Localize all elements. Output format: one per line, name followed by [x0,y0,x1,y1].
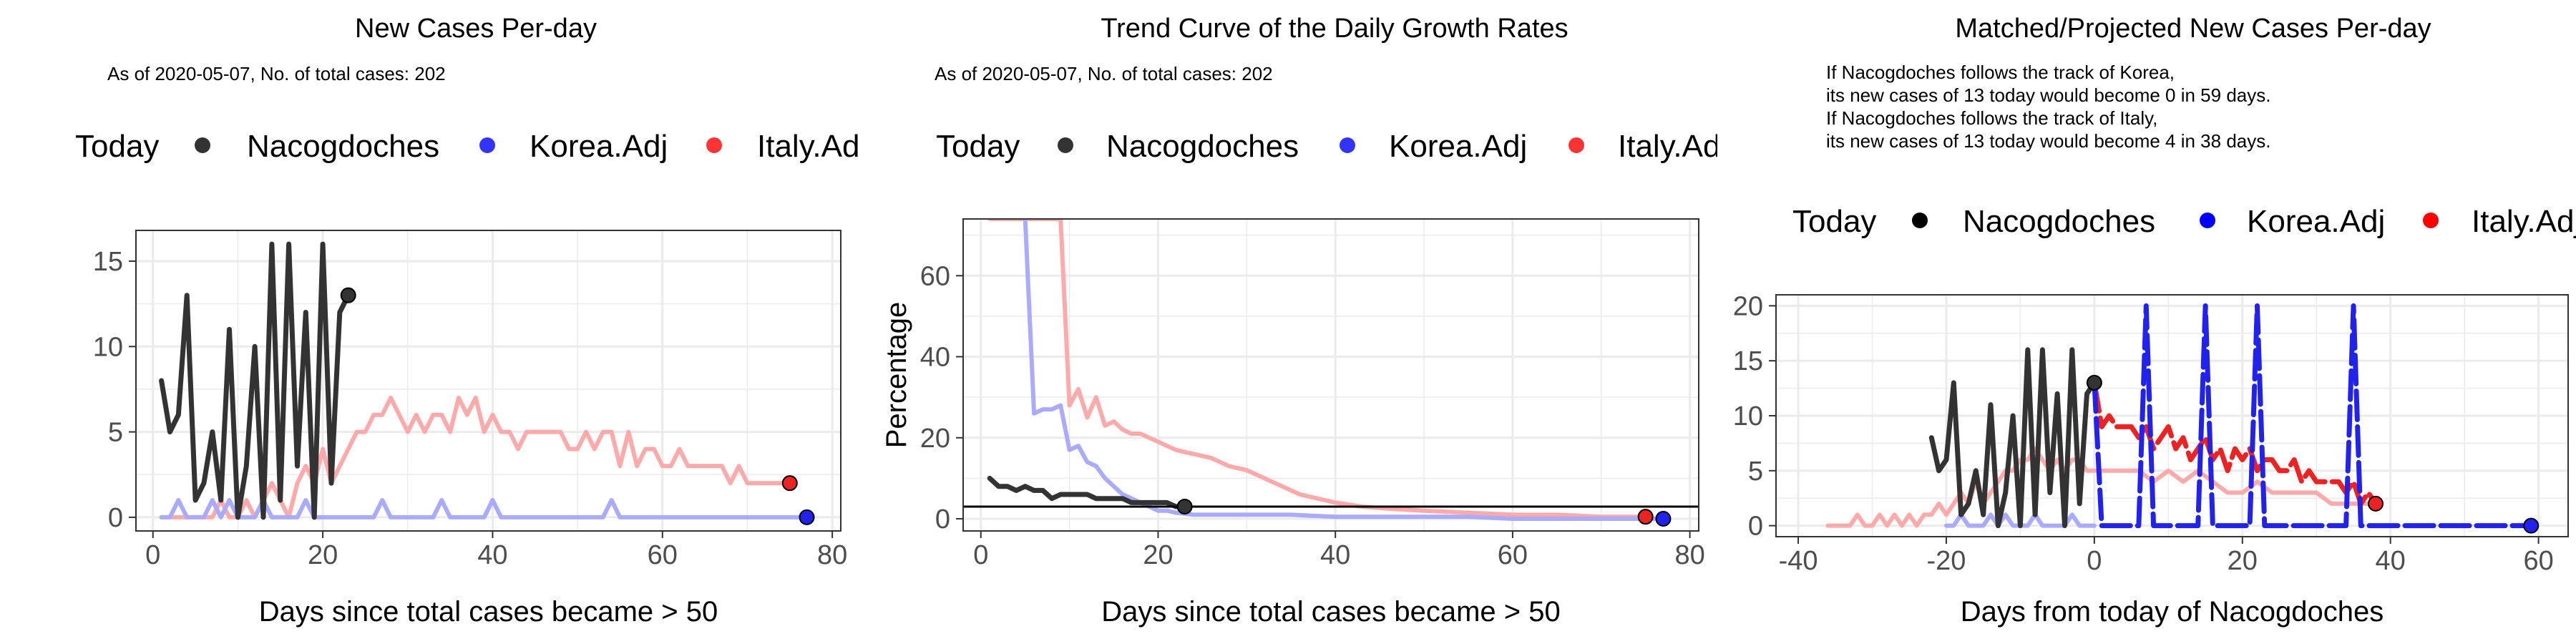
x-tick-label: 60 [1498,540,1528,570]
panel-border [962,218,1699,532]
chart-subtitle: As of 2020-05-07, No. of total cases: 20… [935,63,1273,84]
y-tick-label: 40 [920,343,950,373]
y-tick-label: 20 [920,424,950,454]
series-line-nacogdoches-main [987,475,1188,509]
y-tick-label: 0 [1748,512,1763,542]
chart-subtitle-line: its new cases of 13 today would become 4… [1826,130,2270,152]
legend-key-italy-adj [1568,137,1584,153]
today-point-nacogdoches [2086,374,2102,391]
chart-new-cases: New Cases Per-day As of 2020-05-07, No. o… [75,14,867,628]
x-tick-label: 0 [973,540,988,570]
legend-key-italy-adj [706,137,722,153]
chart-subtitle-line: its new cases of 13 today would become 0… [1826,84,2270,106]
today-point-italy-adj [2368,495,2384,512]
legend-label: Italy.Adj [757,129,867,164]
plot-area [159,241,809,520]
y-axis-label: Percentage [881,302,912,449]
x-tick-label: 20 [2228,546,2258,576]
legend-key-italy-adj [2423,213,2439,228]
chart-title: Matched/Projected New Cases Per-day [1955,14,2431,44]
series-line-italy-adj-background [987,219,1648,519]
legend-key-korea-adj [479,137,495,153]
chart-title: Trend Curve of the Daily Growth Rates [1101,14,1568,44]
x-tick-label: 40 [477,540,507,570]
series-line-nacogdoches-main [159,241,351,520]
x-tick-label: 0 [145,540,160,570]
y-tick-label: 10 [1733,401,1763,431]
x-tick-label: -40 [1779,546,1818,576]
axes: 0 20 40 60 80 0 20 40 60 Days since total cases b… [881,261,1705,628]
legend-key-korea-adj [1340,137,1355,153]
x-tick-label: 40 [2376,546,2406,576]
chart-subtitle-line: If Nacogdoches follows the track of Ital… [1826,107,2157,129]
today-point-korea-adj [799,509,815,525]
legend: Today Nacogdoches Korea.Adj Italy.Adj [1792,204,2576,239]
legend-label: Korea.Adj [2247,204,2385,239]
x-tick-label: 20 [1143,540,1173,570]
legend-label: Nacogdoches [1963,204,2155,239]
chart-growth-rates: Trend Curve of the Daily Growth Rates As … [881,14,1727,628]
legend-key-korea-adj [2200,213,2215,228]
legend-title: Today [936,129,1020,164]
x-tick-label: 60 [648,540,678,570]
legend-key-nacogdoches [1912,213,1928,228]
legend-key-nacogdoches [1058,137,1073,153]
y-tick-label: 0 [108,503,123,533]
y-tick-label: 15 [1733,346,1763,376]
x-tick-label: 80 [817,540,847,570]
chart-subtitle: As of 2020-05-07, No. of total cases: 20… [107,63,446,84]
x-tick-label: 0 [2087,546,2102,576]
today-point-nacogdoches [340,287,356,303]
today-point-italy-adj [781,475,798,492]
axes: -40 -20 0 20 40 60 0 5 10 15 20 Days from today of … [1733,291,2554,628]
legend-key-nacogdoches [195,137,210,153]
chart-title: New Cases Per-day [355,14,597,44]
series-line-italy-adj-projected [2092,380,2379,507]
legend-label: Nacogdoches [1106,129,1299,164]
today-point-korea-adj [1655,511,1672,527]
x-tick-label: 80 [1674,540,1704,570]
panel-border [135,230,841,532]
y-tick-label: 10 [93,332,123,362]
x-tick-label: 60 [2523,546,2553,576]
x-axis-label: Days from today of Nacogdoches [1961,596,2384,628]
legend-label: Nacogdoches [247,129,439,164]
y-tick-label: 0 [935,504,950,535]
x-axis-label: Days since total cases became > 50 [259,596,718,628]
x-axis-label: Days since total cases became > 50 [1101,596,1560,628]
legend-label: Korea.Adj [1389,129,1527,164]
series-line-korea-adj-projected [2092,303,2534,529]
plot-area [963,219,1699,521]
axes: 0 20 40 60 80 0 5 10 15 Days since total cases be… [93,247,848,628]
x-tick-label: -20 [1926,546,1966,576]
today-point-nacogdoches [1176,499,1193,515]
legend-label: Korea.Adj [530,129,668,164]
y-tick-label: 15 [93,247,123,277]
legend-title: Today [75,129,159,164]
y-tick-label: 5 [1748,457,1763,487]
series-line-korea-adj-background [1023,219,1666,521]
today-point-korea-adj [2523,517,2540,534]
today-point-italy-adj [1637,509,1654,525]
series-line-korea-adj-background [159,498,809,519]
legend-label: Italy.Adj [1618,129,1727,164]
chart-subtitle-line: If Nacogdoches follows the track of Kore… [1826,62,2175,83]
chart-projected-cases: Matched/Projected New Cases Per-day If Na… [1733,14,2576,628]
legend: Today Nacogdoches Korea.Adj Italy.Adj [936,129,1727,164]
x-tick-label: 20 [308,540,338,570]
plot-area [1825,303,2534,529]
legend: Today Nacogdoches Korea.Adj Italy.Adj [75,129,867,164]
x-tick-label: 40 [1320,540,1350,570]
plot-panel [963,219,1699,531]
y-tick-label: 60 [920,261,950,291]
series-line-nacogdoches-main [1928,347,2097,529]
legend-title: Today [1792,204,1876,239]
legend-label: Italy.Adj [2472,204,2576,239]
y-tick-label: 5 [108,418,123,448]
y-tick-label: 20 [1733,291,1763,321]
